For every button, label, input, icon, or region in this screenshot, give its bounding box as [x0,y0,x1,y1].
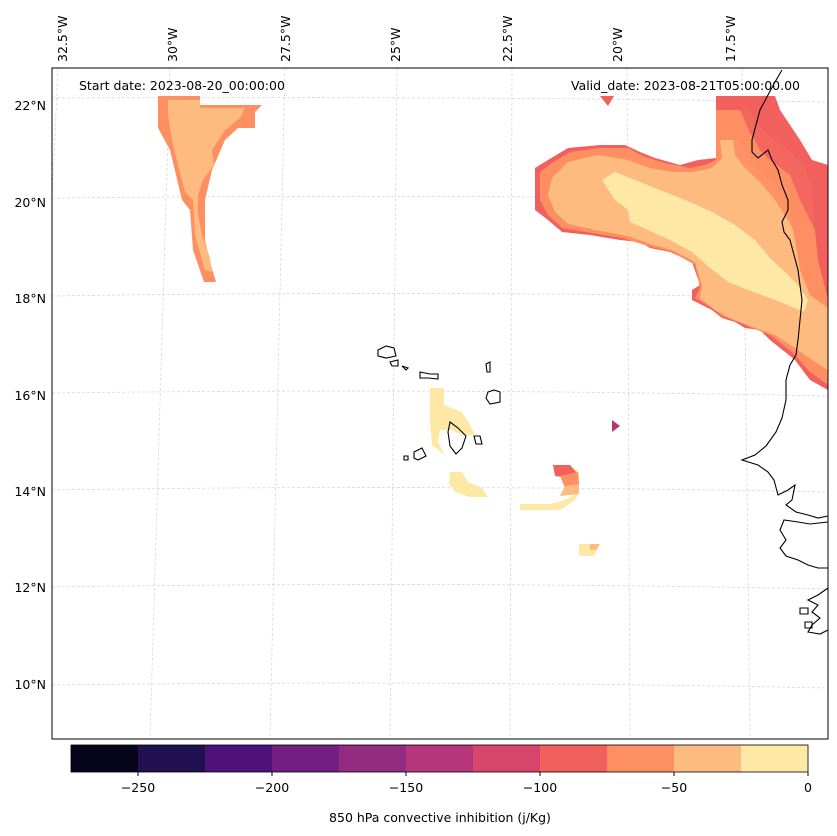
colorbar-tick-label: −100 [523,780,557,795]
cin-patch-east-magenta [612,420,620,432]
colorbar-swatch [540,745,608,772]
island-sao-nicolau [419,371,439,380]
map-frame [51,67,829,740]
cin-patch-east-m75 [560,472,579,488]
valid-date-label: Valid_date: 2023-08-21T05:00:00.00 [571,78,800,93]
colorbar-tick-labels: −250 −200 −150 −100 −50 0 [121,780,812,795]
colorbar-tick-label: −200 [255,780,289,795]
coastlines [377,69,829,635]
colorbar-tick-label: 0 [804,780,812,795]
colorbar-swatch [674,745,742,772]
island-fogo [413,447,427,461]
lat-label: 12°N [14,580,46,595]
start-date-label: Start date: 2023-08-20_00:00:00 [79,78,285,93]
lat-label: 22°N [14,98,46,113]
cin-contour-m50 [168,100,245,272]
lon-label: 17.5°W [723,16,738,62]
cin-plume-northeast [535,96,828,390]
cin-patches [430,96,620,556]
colorbar-swatch [138,745,206,772]
colorbar-swatch [339,745,407,772]
lat-label: 18°N [14,291,46,306]
island-santa-luzia [401,365,410,371]
lat-label: 16°N [14,388,46,403]
cin-contour-m25 [602,172,808,312]
colorbar [70,744,809,776]
cin-patch-capeverde [430,388,475,455]
colorbar-swatch [607,745,675,772]
island-boa-vista [485,389,501,405]
lat-tick-labels: 22°N 20°N 18°N 16°N 14°N 12°N 10°N [14,98,46,692]
island-sal [485,361,491,373]
lon-label: 30°W [165,27,180,62]
cin-patch-south-m50 [590,544,600,550]
colorbar-swatch [272,745,340,772]
lat-label: 20°N [14,195,46,210]
colorbar-title: 850 hPa convective inhibition (j/Kg) [329,810,551,825]
island-bijagos-2 [804,621,813,629]
island-maio [473,435,483,445]
island-santiago [447,421,467,455]
island-sao-vicente [389,359,399,367]
lon-label: 25°W [388,27,403,62]
colorbar-swatch [741,745,809,772]
island-bijagos-1 [799,607,809,615]
lon-tick-labels: 32.5°W 30°W 27.5°W 25°W 22.5°W 20°W 17.5… [55,16,738,62]
cin-patch-north-small [600,96,614,106]
island-santo-antao [377,345,397,359]
colorbar-swatch [473,745,541,772]
lat-label: 14°N [14,484,46,499]
colorbar-swatch [406,745,474,772]
coast-guinea-bissau [779,519,829,569]
lon-label: 20°W [610,27,625,62]
cin-patch-east-m50 [560,484,579,496]
colorbar-border [70,744,809,773]
colorbar-tick-label: −150 [389,780,423,795]
lon-label: 27.5°W [278,16,293,62]
lon-label: 32.5°W [55,16,70,62]
colorbar-swatch [205,745,273,772]
lon-label: 22.5°W [500,16,515,62]
cin-contour-m100-coast [740,100,828,250]
coast-guinea [806,587,829,635]
african-coast [740,69,829,519]
colorbar-tick-label: −250 [121,780,155,795]
colorbar-tick-label: −50 [661,780,687,795]
colorbar-swatch [71,745,139,772]
lat-label: 10°N [14,677,46,692]
cin-plume-northwest [158,96,262,282]
island-brava [403,455,409,461]
cin-patch-capeverde-south [449,472,488,497]
